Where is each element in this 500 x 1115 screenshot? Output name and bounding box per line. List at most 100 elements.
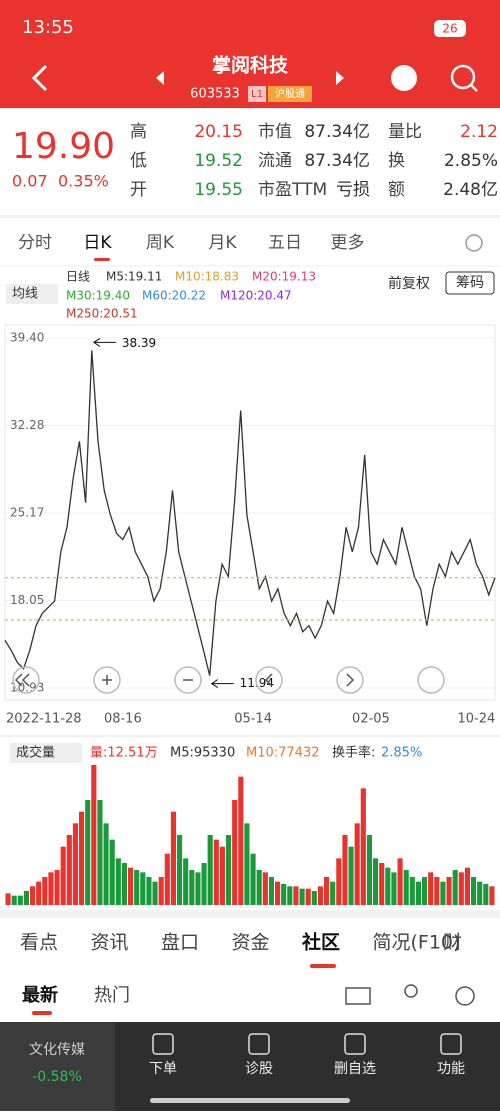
volume-bar xyxy=(287,886,293,905)
home-indicator xyxy=(150,1098,350,1103)
nav-icon[interactable] xyxy=(248,1033,270,1055)
volume-bar xyxy=(238,776,244,905)
section-tab[interactable]: 资讯 xyxy=(91,932,129,954)
settings-icon[interactable] xyxy=(465,234,483,252)
volume-bar xyxy=(354,823,360,905)
nav-item[interactable]: 删自选 xyxy=(334,1061,376,1077)
change: 0.07 xyxy=(12,172,48,191)
quote-label: 市值 xyxy=(258,122,292,142)
volume-bar xyxy=(164,853,170,905)
section-tab[interactable]: 资金 xyxy=(232,932,270,954)
robot-icon[interactable] xyxy=(391,65,417,91)
x-tick-label: 02-05 xyxy=(352,712,390,727)
volume-bar xyxy=(115,858,121,905)
period-tab[interactable]: 周K xyxy=(146,233,175,253)
volume-bar xyxy=(299,888,305,905)
chips-btn[interactable] xyxy=(445,271,495,295)
nav-icon[interactable] xyxy=(152,1033,174,1055)
refresh-icon[interactable] xyxy=(455,986,475,1006)
volume-bar xyxy=(109,839,115,905)
volume-bar xyxy=(379,863,385,905)
volume-bar xyxy=(391,872,397,905)
quote-label: 额 xyxy=(388,180,405,200)
y-tick-label: 39.40 xyxy=(10,331,44,345)
volume-bar xyxy=(373,858,379,905)
user-icon[interactable] xyxy=(404,984,418,998)
quote-value: 19.55 xyxy=(194,180,243,200)
volume-bar xyxy=(342,835,348,905)
ma-select[interactable] xyxy=(6,284,58,304)
min-arrow xyxy=(210,679,234,688)
nav-icon[interactable] xyxy=(344,1033,366,1055)
nav-icon[interactable] xyxy=(440,1033,462,1055)
volume-bar xyxy=(23,891,29,905)
volume-title[interactable]: 成交量 xyxy=(16,745,55,761)
volume-bar xyxy=(360,788,366,905)
sub-tab[interactable]: 热门 xyxy=(94,985,130,1006)
quote-value: 87.34亿 xyxy=(304,151,370,171)
mail-icon[interactable] xyxy=(345,987,371,1005)
period-tab[interactable]: 日K xyxy=(83,233,112,253)
volume-m10: M10:77432 xyxy=(246,746,320,761)
sector[interactable]: 文化传媒 xyxy=(29,1042,85,1058)
volume-bar xyxy=(146,877,152,905)
volume-bar xyxy=(483,884,489,905)
stock-name: 掌阅科技 xyxy=(212,54,289,77)
search-icon[interactable] xyxy=(450,64,476,90)
quote-value: 87.34亿 xyxy=(304,122,370,142)
ma-label[interactable]: 均线 xyxy=(12,287,38,302)
period-tab[interactable]: 月K xyxy=(208,233,237,253)
volume-bar xyxy=(305,888,311,905)
nav-item[interactable]: 下单 xyxy=(149,1061,177,1077)
volume-bar xyxy=(464,867,470,905)
period-tab[interactable]: 更多 xyxy=(331,233,365,253)
adjust[interactable]: 前复权 xyxy=(388,275,430,292)
volume-bar xyxy=(42,877,48,905)
volume-bar xyxy=(213,839,219,905)
volume-bar xyxy=(207,835,213,905)
ma-value: M5:19.11 xyxy=(106,270,162,284)
volume-bar xyxy=(440,881,446,905)
quote-value: 2.48亿 xyxy=(443,180,498,200)
chips[interactable]: 筹码 xyxy=(456,274,484,291)
volume-bar xyxy=(79,811,85,905)
ma-value: M10:18.83 xyxy=(175,270,239,284)
tag: 沪股通 xyxy=(275,87,305,100)
quote-label: 低 xyxy=(130,151,147,171)
battery-level: 26 xyxy=(442,22,457,36)
volume-select[interactable] xyxy=(10,743,82,763)
section-tab[interactable]: 社区 xyxy=(301,931,340,954)
volume-bar xyxy=(477,881,483,905)
sub-tab[interactable]: 最新 xyxy=(22,984,58,1006)
section-tab[interactable]: 简况(F10) xyxy=(373,932,461,954)
chart-controls[interactable] xyxy=(12,666,445,694)
quote-value: 亏损 xyxy=(336,180,370,200)
volume-bar xyxy=(434,877,440,905)
battery xyxy=(434,20,466,37)
volume-bar xyxy=(189,870,195,905)
period-tab[interactable]: 分时 xyxy=(18,233,52,253)
volume-bar xyxy=(348,846,354,905)
volume-bar xyxy=(366,835,372,905)
section-tab[interactable]: 财 xyxy=(443,932,462,954)
volume-bar xyxy=(85,800,91,905)
clock: 13:55 xyxy=(22,17,74,38)
nav-item[interactable]: 功能 xyxy=(437,1061,465,1077)
volume-bar xyxy=(121,863,127,905)
volume-bar xyxy=(409,877,415,905)
section-tab[interactable]: 看点 xyxy=(20,932,58,954)
volume-bar xyxy=(403,870,409,905)
section-tab[interactable]: 盘口 xyxy=(161,932,199,954)
ma-value: M120:20.47 xyxy=(220,289,292,303)
ma-value: M60:20.22 xyxy=(142,289,206,303)
ma-value: M30:19.40 xyxy=(66,289,130,303)
volume-amount: 量:12.51万 xyxy=(90,746,158,761)
nav-item[interactable]: 诊股 xyxy=(245,1061,273,1077)
level-badge xyxy=(248,86,266,102)
period-tab[interactable]: 五日 xyxy=(268,233,302,253)
volume-bar xyxy=(244,823,250,905)
back-icon[interactable] xyxy=(31,64,48,92)
max-label: 38.39 xyxy=(122,336,156,350)
